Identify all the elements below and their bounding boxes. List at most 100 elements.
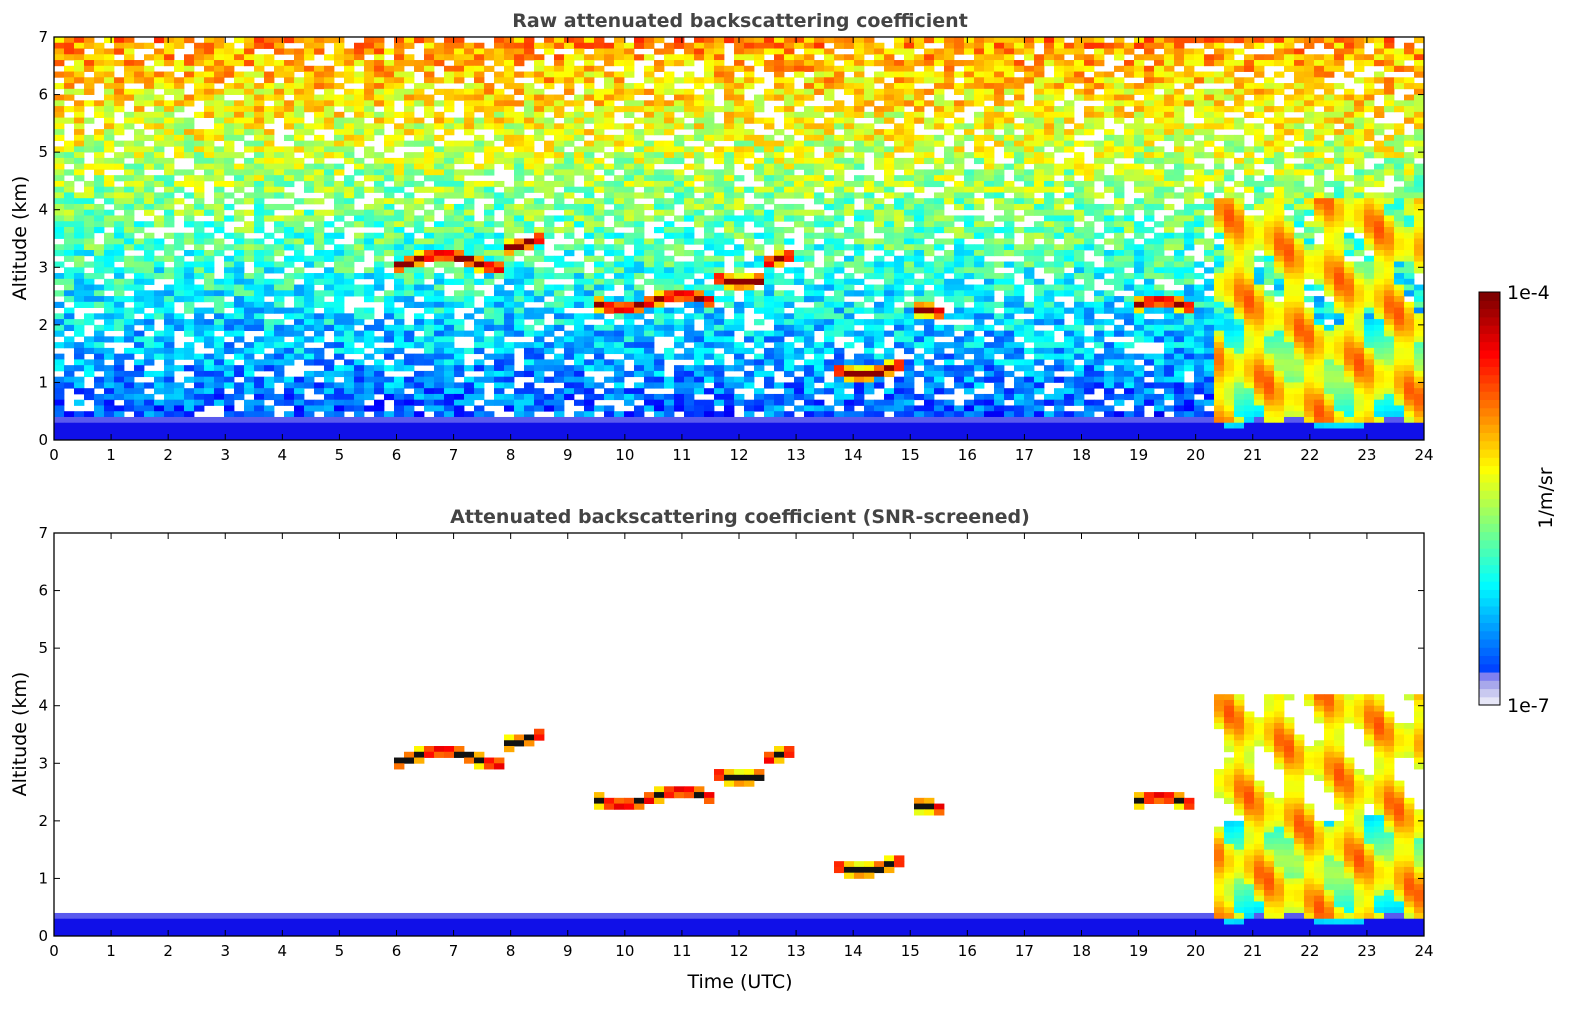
heatmap-cell [504,71,515,78]
heatmap-cell [774,278,785,285]
heatmap-cell [1154,37,1165,44]
heatmap-cell [334,123,345,130]
heatmap-cell [364,111,375,118]
heatmap-cell [614,186,625,193]
heatmap-cell [1404,273,1415,280]
heatmap-cell [264,284,275,291]
heatmap-cell [124,163,135,170]
heatmap-cell [614,244,625,251]
heatmap-cell [584,175,595,182]
heatmap-cell [364,146,375,153]
heatmap-cell [704,192,715,199]
heatmap-cell [674,296,685,303]
heatmap-cell [884,180,895,188]
heatmap-cell [124,71,135,78]
heatmap-cell [964,273,975,280]
heatmap-cell [784,278,795,285]
heatmap-cell [1354,198,1365,205]
heatmap-cell [164,250,175,257]
heatmap-cell [894,261,905,268]
heatmap-cell [734,198,745,205]
heatmap-cell [664,100,675,107]
heatmap-cell [774,244,785,251]
heatmap-cell [854,83,865,90]
heatmap-cell [1204,169,1215,176]
heatmap-cell [1014,290,1025,297]
heatmap-cell [84,250,95,257]
heatmap-cell [874,221,885,228]
heatmap-cell [664,169,675,176]
heatmap-cell [274,83,285,90]
heatmap-cell [354,192,365,199]
heatmap-cell [204,284,215,291]
heatmap-cell [1334,106,1345,113]
heatmap-cell [954,261,965,268]
heatmap-cell [1334,244,1345,251]
heatmap-cell [94,169,105,176]
heatmap-cell [314,290,325,297]
heatmap-cell [614,221,625,228]
heatmap-cell [234,175,245,182]
heatmap-cell [234,71,245,78]
heatmap-cell [474,221,485,228]
heatmap-cell [804,261,815,268]
heatmap-cell [1054,94,1065,101]
heatmap-cell [854,290,865,297]
heatmap-cell [424,100,435,107]
heatmap-cell [374,186,385,193]
heatmap-cell [1114,180,1125,188]
heatmap-cell [914,261,925,268]
heatmap-cell [1344,215,1355,222]
heatmap-cell [324,37,335,44]
heatmap-cell [704,134,715,142]
heatmap-cell [1104,146,1115,153]
heatmap-cell [1364,77,1375,84]
heatmap-cell [674,290,685,297]
heatmap-cell [174,255,185,262]
heatmap-cell [474,100,485,107]
heatmap-cell [1054,42,1065,49]
heatmap-cell [614,163,625,170]
heatmap-cell [1174,209,1185,216]
heatmap-cell [994,175,1005,182]
heatmap-cell [974,226,985,234]
heatmap-cell [924,250,935,257]
heatmap-cell [134,152,145,159]
heatmap-cell [204,42,215,49]
heatmap-cell [1404,117,1415,124]
heatmap-cell [1264,180,1275,188]
heatmap-cell [704,238,715,245]
heatmap-cell [1384,140,1395,147]
heatmap-cell [1174,100,1185,107]
heatmap-cell [1014,250,1025,257]
heatmap-cell [994,106,1005,113]
heatmap-cell [844,117,855,124]
heatmap-cell [534,77,545,84]
heatmap-cell [94,129,105,136]
heatmap-cell [1314,186,1325,193]
heatmap-cell [1134,123,1145,130]
heatmap-cell [254,261,265,268]
heatmap-cell [1134,175,1145,182]
heatmap-cell [1164,88,1175,95]
heatmap-cell [594,157,605,165]
heatmap-cell [744,100,755,107]
heatmap-cell [144,54,155,61]
heatmap-cell [194,180,205,188]
heatmap-cell [1234,146,1245,153]
heatmap-cell [114,232,125,239]
heatmap-cell [734,250,745,257]
heatmap-cell [104,100,115,107]
heatmap-cell [714,83,725,90]
heatmap-cell [54,100,65,107]
heatmap-cell [64,198,75,205]
heatmap-cell [814,157,825,165]
heatmap-cell [734,42,745,49]
heatmap-cell [504,134,515,142]
heatmap-cell [1384,94,1395,101]
heatmap-cell [224,203,235,211]
heatmap-cell [454,238,465,245]
heatmap-cell [324,250,335,257]
heatmap-cell [614,140,625,147]
heatmap-cell [444,209,455,216]
